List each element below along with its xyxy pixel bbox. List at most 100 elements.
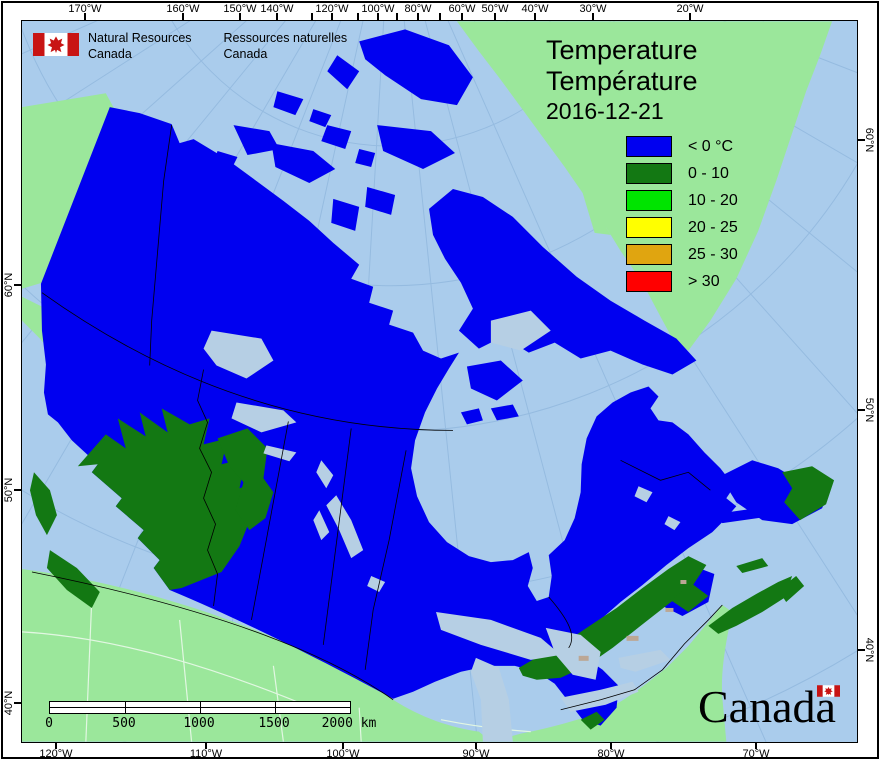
top-axis-tick — [311, 13, 313, 20]
title-en: Temperature — [546, 35, 698, 65]
nrcan-fr-line2: Canada — [223, 47, 268, 61]
canada-wordmark: Canada — [698, 681, 840, 732]
zone-0-10 — [29, 408, 835, 730]
southampton-island — [460, 360, 523, 425]
victoria-island — [249, 258, 362, 329]
border-canada-usa — [31, 571, 723, 711]
legend-label: < 0 °C — [688, 137, 734, 155]
bottom-axis-label: 100°W — [326, 748, 360, 760]
top-axis-tick — [331, 13, 333, 20]
border-60n — [41, 292, 453, 431]
scale-bar-labels: 0 500 1000 1500 2000 km — [45, 716, 376, 731]
wordmark-flag-icon — [816, 685, 840, 697]
legend-label: 0 - 10 — [688, 164, 729, 182]
devon-island — [321, 125, 455, 170]
scale-bar-label: 1000 — [183, 716, 215, 731]
top-axis-label: 40°W — [521, 3, 549, 15]
right-axis-tick — [858, 409, 865, 411]
top-axis-tick — [439, 13, 441, 20]
legend-swatch — [626, 136, 672, 157]
top-axis-label: 160°W — [166, 3, 200, 15]
border-mb-on — [364, 450, 407, 670]
admin-boundaries — [31, 125, 723, 711]
top-axis-tick — [534, 13, 536, 20]
melville-island — [213, 125, 336, 183]
right-axis-tick — [858, 139, 865, 141]
title-fr: Température — [546, 66, 698, 96]
legend-item: 20 - 25 — [626, 214, 738, 241]
bc-coast-green — [77, 408, 258, 591]
legend-label: 20 - 25 — [688, 218, 738, 236]
border-bc-ab — [197, 369, 218, 607]
nrcan-logo: Natural Resources Canada Ressources natu… — [33, 30, 347, 62]
bottom-axis-tick — [610, 742, 612, 749]
anticosti-island — [714, 508, 765, 524]
bottom-axis-tick — [55, 742, 57, 749]
lake-michigan — [470, 657, 513, 742]
bc-interior-green — [217, 428, 274, 531]
nrcan-name-fr: Ressources naturelles Canada — [224, 30, 348, 62]
left-axis-tick — [14, 489, 21, 491]
usa-west — [22, 569, 491, 742]
haida-gwaii — [29, 472, 57, 536]
top-axis-tick — [461, 13, 463, 20]
canada-basemap-svg — [22, 21, 857, 742]
legend-label: > 30 — [688, 272, 720, 290]
top-axis-tick — [182, 13, 184, 20]
legend-swatch — [626, 217, 672, 238]
lake-superior — [436, 611, 561, 660]
scale-bar-label: 500 — [112, 716, 136, 731]
legend-item: > 30 — [626, 268, 738, 295]
legend-item: 0 - 10 — [626, 160, 738, 187]
lake-athabasca — [263, 445, 334, 489]
nrcan-en-line1: Natural Resources — [88, 31, 192, 45]
top-axis-tick — [239, 13, 241, 20]
foxe-basin — [490, 310, 551, 351]
border-on-qc — [548, 596, 573, 649]
top-axis-tick — [396, 13, 398, 20]
pei — [736, 558, 769, 574]
bottom-axis-label: 120°W — [39, 748, 73, 760]
legend-item: < 0 °C — [626, 133, 738, 160]
top-axis-tick — [276, 13, 278, 20]
right-axis-tick — [858, 649, 865, 651]
scale-bar-label: 0 — [45, 716, 53, 731]
top-axis-tick — [494, 13, 496, 20]
bottom-axis-tick — [342, 742, 344, 749]
left-axis-tick — [14, 702, 21, 704]
border-qc-nl — [620, 459, 711, 491]
top-axis-label: 120°W — [315, 3, 349, 15]
border-yukon-nwt — [149, 125, 173, 366]
top-axis-label: 100°W — [361, 3, 395, 15]
nrcan-name-en: Natural Resources Canada — [88, 30, 192, 62]
top-axis-tick — [84, 13, 86, 20]
great-slave-lake — [231, 402, 297, 433]
lake-erie — [560, 681, 639, 712]
top-axis-label: 30°W — [579, 3, 607, 15]
wordmark-text: Canada — [698, 681, 836, 732]
greenland — [456, 21, 833, 351]
bottom-axis-label: 80°W — [597, 748, 625, 760]
scale-bar-label: 2000 km — [321, 716, 377, 731]
banks-island — [199, 188, 268, 249]
scale-bar-label: 1500 — [258, 716, 290, 731]
top-axis-label: 80°W — [404, 3, 432, 15]
bottom-axis-tick — [475, 742, 477, 749]
top-axis-label: 20°W — [676, 3, 704, 15]
legend-item: 25 - 30 — [626, 241, 738, 268]
map-title-block: Temperature Température 2016-12-21 — [546, 35, 698, 126]
nrcan-en-line2: Canada — [88, 47, 132, 61]
bottom-axis-label: 70°W — [742, 748, 770, 760]
lake-huron — [545, 627, 601, 680]
scale-bar-graphic — [49, 701, 351, 714]
left-axis-tick — [14, 284, 21, 286]
nrcan-fr-line1: Ressources naturelles — [223, 31, 348, 45]
canada-flag-icon — [33, 33, 79, 56]
ellesmere-island — [327, 29, 473, 106]
scale-bar: 0 500 1000 1500 2000 km — [45, 701, 376, 731]
lake-ontario — [618, 649, 671, 672]
top-axis-label: 170°W — [68, 3, 102, 15]
border-ab-sk — [251, 421, 289, 621]
legend-swatch — [626, 163, 672, 184]
